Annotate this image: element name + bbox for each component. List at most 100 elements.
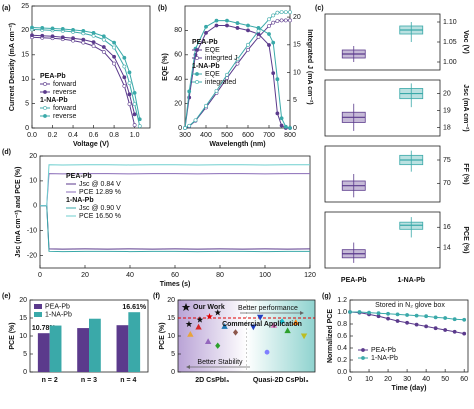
legend-marker <box>43 114 47 118</box>
y-tick-label: 15 <box>19 315 27 322</box>
legend-marker <box>43 106 47 110</box>
data-point <box>267 17 271 22</box>
data-point <box>40 33 45 38</box>
data-point <box>206 313 213 320</box>
data-point <box>279 116 284 121</box>
y-tick-label: 60 <box>174 52 182 59</box>
data-point <box>187 89 192 94</box>
data-point <box>225 72 229 77</box>
series-line <box>40 173 310 207</box>
plot-frame <box>184 5 291 129</box>
y-tick-label: 10 <box>167 333 175 340</box>
data-point <box>60 27 65 31</box>
legend-label: PEA-Pb <box>45 303 70 310</box>
legend-marker <box>195 72 199 76</box>
data-point <box>101 49 106 54</box>
x-tick-label: 50 <box>441 376 449 383</box>
data-point <box>433 326 438 331</box>
y-tick-label: 0 <box>25 125 29 132</box>
data-point <box>279 18 284 23</box>
data-point <box>452 317 457 322</box>
y-tick-label: 80 <box>174 27 182 34</box>
data-point <box>283 10 288 15</box>
data-point <box>225 18 229 23</box>
data-point <box>235 21 240 25</box>
y2-tick-label: 16 <box>443 224 451 231</box>
panel-label: (b) <box>158 5 167 12</box>
legend-label: integrated <box>205 79 236 86</box>
data-point <box>185 320 193 327</box>
legend-label: 1-NA-Pb <box>45 311 72 318</box>
x-tick-label: 10 <box>365 376 373 383</box>
legend-label: reverse <box>53 113 76 120</box>
y-tick-label: 10 <box>19 333 27 340</box>
data-point <box>288 10 292 15</box>
y2-tick-label: 5 <box>293 97 297 104</box>
x-tick-label: 30 <box>403 376 411 383</box>
data-point <box>386 316 390 321</box>
x-tick-label: 700 <box>263 132 275 139</box>
data-point <box>256 29 261 33</box>
data-point <box>275 19 280 23</box>
data-point <box>127 102 132 106</box>
y-tick-label: 20 <box>29 153 37 160</box>
legend-marker <box>43 90 47 94</box>
y2-tick-label: 15 <box>293 42 301 49</box>
data-point <box>271 71 276 76</box>
data-point <box>414 313 419 318</box>
data-point <box>283 124 288 129</box>
data-point <box>101 37 106 42</box>
legend-title: 1-NA-Pb <box>66 197 94 204</box>
x-tick-label: 300 <box>179 132 191 139</box>
y-axis-label: Jsc (mA cm⁻²) <box>462 84 469 131</box>
y-tick-label: 5 <box>171 351 175 358</box>
data-point <box>101 45 106 49</box>
y2-tick-label: 1.00 <box>443 59 457 66</box>
annotation: Stored in N₂ glove box <box>375 302 445 309</box>
plot-frame <box>324 13 441 71</box>
x-tick-label: n = 4 <box>120 377 136 384</box>
data-point <box>101 34 106 39</box>
y-tick-label: -20 <box>27 252 37 259</box>
legend-label: forward <box>53 81 76 88</box>
data-point <box>246 47 250 52</box>
data-point <box>256 35 261 39</box>
bar <box>128 312 141 372</box>
data-point <box>132 102 137 106</box>
y2-tick-label: 14 <box>443 244 451 251</box>
data-point <box>112 61 116 66</box>
panel-label: (f) <box>153 293 160 300</box>
data-point <box>127 70 132 75</box>
x-axis-label: Times (s) <box>160 281 191 288</box>
legend-title: PEA-Pb <box>40 73 66 80</box>
data-point <box>187 123 192 128</box>
y-tick-label: 20 <box>167 297 175 304</box>
data-point <box>386 311 390 316</box>
data-point <box>267 32 271 36</box>
data-point <box>221 323 228 329</box>
y-tick-label: 40 <box>174 76 182 83</box>
data-point <box>275 77 280 82</box>
legend-title: 1-NA-Pb <box>192 63 220 70</box>
annotation: Better Stability <box>197 359 243 366</box>
y-tick-label: 20 <box>21 27 29 34</box>
y-tick-label: 0.6 <box>337 333 347 340</box>
bar <box>89 318 101 372</box>
y-tick-label: 5 <box>25 100 29 107</box>
panel-label: (a) <box>2 5 11 12</box>
data-point <box>235 57 240 62</box>
y2-axis-label: Integrated J (mA cm⁻²) <box>306 29 313 104</box>
y2-tick-label: 19 <box>443 107 451 114</box>
y-tick-label: 0.2 <box>337 357 347 364</box>
data-point <box>246 28 250 33</box>
y-tick-label: 0.0 <box>337 369 347 376</box>
data-point <box>357 310 362 314</box>
data-point <box>292 319 300 325</box>
y-tick-label: 0.4 <box>337 345 347 352</box>
x-axis-label: Time (day) <box>392 385 427 392</box>
data-point <box>433 315 438 320</box>
series-line <box>40 205 310 253</box>
data-point <box>267 43 271 47</box>
